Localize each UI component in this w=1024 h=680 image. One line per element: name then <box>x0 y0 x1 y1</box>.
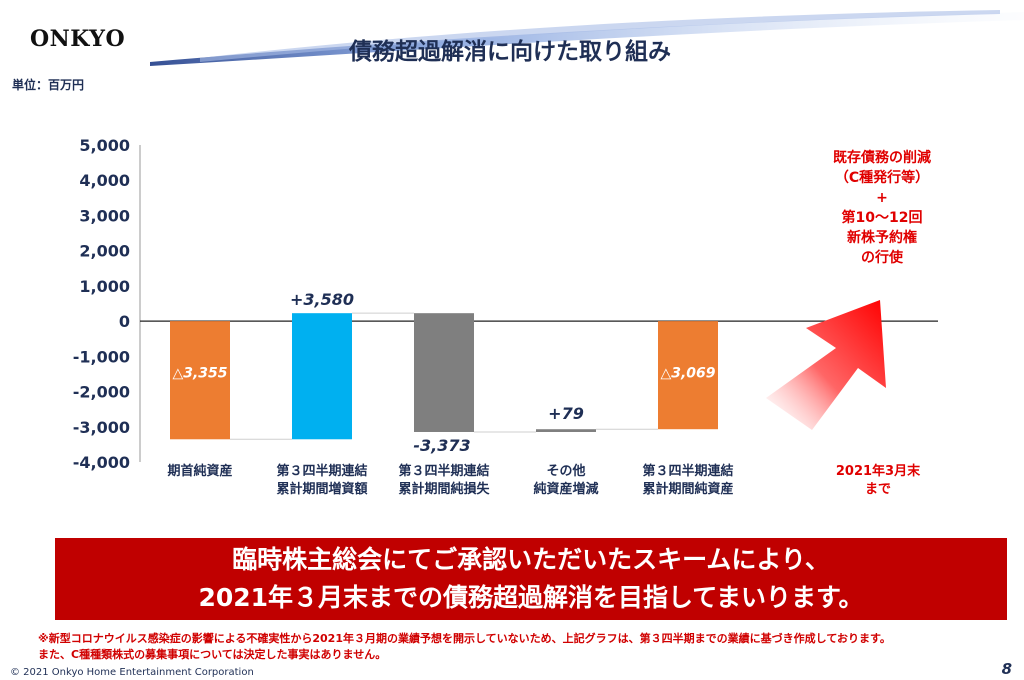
footnote-line-2: また、C種種類株式の募集事項については決定した事実はありません。 <box>38 648 387 661</box>
annotation-line: 新株予約権 <box>847 229 917 246</box>
category-label: 累計期間純資産 <box>642 481 733 497</box>
arrow-icon <box>766 300 886 430</box>
y-tick-label: -4,000 <box>73 453 130 472</box>
category-label: 2021年3月末 <box>836 463 921 479</box>
category-label: 累計期間増資額 <box>276 481 367 497</box>
conclusion-banner: 臨時株主総会にてご承認いただいたスキームにより、 2021年３月末までの債務超過… <box>55 538 1007 620</box>
banner-line-1: 臨時株主総会にてご承認いただいたスキームにより、 <box>232 545 830 574</box>
bar <box>658 321 718 430</box>
bar <box>170 321 230 440</box>
annotation-line: の行使 <box>861 249 904 266</box>
annotation-line: 既存債務の削減 <box>833 149 931 166</box>
data-label: △3,355 <box>172 365 227 381</box>
bar <box>414 313 474 432</box>
data-label: +3,580 <box>290 290 354 309</box>
page-title: 債務超過解消に向けた取り組み <box>349 39 671 65</box>
data-label: +79 <box>548 404 584 423</box>
y-tick-label: 4,000 <box>79 171 130 190</box>
y-tick-label: 0 <box>119 312 130 331</box>
page-number: 8 <box>1001 660 1012 678</box>
category-label: 第３四半期連結 <box>642 463 733 479</box>
annotation-line: 第10～12回 <box>842 209 923 226</box>
bar <box>536 429 596 432</box>
category-label: 期首純資産 <box>167 463 232 479</box>
company-logo: ONKYO <box>30 26 126 52</box>
category-label: まで <box>865 482 891 497</box>
waterfall-chart: 5,000 4,000 3,000 2,000 1,000 0 -1,000 -2,000 -3… <box>73 136 938 497</box>
category-label: 第３四半期連結 <box>398 463 489 479</box>
category-label: 第３四半期連結 <box>276 463 367 479</box>
footnote-line-1: ※新型コロナウイルス感染症の影響による不確実性から2021年３月期の業績予想を開… <box>38 632 891 645</box>
header-swoosh <box>150 10 1024 66</box>
banner-line-2: 2021年３月末までの債務超過解消を目指してまいります。 <box>198 583 864 612</box>
bar <box>292 313 352 440</box>
category-label: その他 <box>546 463 585 479</box>
annotation-line: + <box>876 190 888 206</box>
y-tick-label: -1,000 <box>73 347 130 366</box>
unit-label: 単位：百万円 <box>12 78 85 92</box>
footnote: ※新型コロナウイルス感染症の影響による不確実性から2021年３月期の業績予想を開… <box>38 631 891 663</box>
y-tick-label: -2,000 <box>73 383 130 402</box>
copyright: © 2021 Onkyo Home Entertainment Corporat… <box>10 667 254 678</box>
category-label: 累計期間純損失 <box>398 481 490 497</box>
y-tick-label: -3,000 <box>73 418 130 437</box>
data-label: △3,069 <box>660 365 715 381</box>
data-label: -3,373 <box>413 436 470 455</box>
y-tick-label: 1,000 <box>79 277 130 296</box>
y-tick-label: 3,000 <box>79 206 130 225</box>
y-tick-label: 2,000 <box>79 242 130 261</box>
y-tick-label: 5,000 <box>79 136 130 155</box>
annotation-line: （C種発行等） <box>835 169 929 186</box>
category-label: 純資産増減 <box>533 481 598 497</box>
